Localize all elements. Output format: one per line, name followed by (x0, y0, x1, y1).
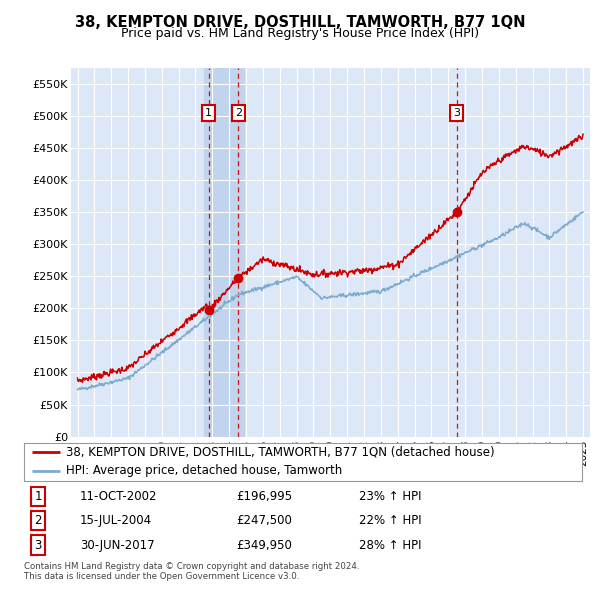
Text: £349,950: £349,950 (236, 539, 292, 552)
Text: 3: 3 (453, 108, 460, 118)
Text: This data is licensed under the Open Government Licence v3.0.: This data is licensed under the Open Gov… (24, 572, 299, 581)
Text: 2: 2 (34, 514, 42, 527)
Text: 28% ↑ HPI: 28% ↑ HPI (359, 539, 421, 552)
Text: 23% ↑ HPI: 23% ↑ HPI (359, 490, 421, 503)
Text: Price paid vs. HM Land Registry's House Price Index (HPI): Price paid vs. HM Land Registry's House … (121, 27, 479, 40)
Text: 22% ↑ HPI: 22% ↑ HPI (359, 514, 421, 527)
Text: £196,995: £196,995 (236, 490, 292, 503)
Text: 38, KEMPTON DRIVE, DOSTHILL, TAMWORTH, B77 1QN (detached house): 38, KEMPTON DRIVE, DOSTHILL, TAMWORTH, B… (66, 446, 494, 459)
Text: 30-JUN-2017: 30-JUN-2017 (80, 539, 154, 552)
Text: 15-JUL-2004: 15-JUL-2004 (80, 514, 152, 527)
Text: HPI: Average price, detached house, Tamworth: HPI: Average price, detached house, Tamw… (66, 464, 342, 477)
Text: 11-OCT-2002: 11-OCT-2002 (80, 490, 157, 503)
Text: £247,500: £247,500 (236, 514, 292, 527)
Text: Contains HM Land Registry data © Crown copyright and database right 2024.: Contains HM Land Registry data © Crown c… (24, 562, 359, 571)
Text: 3: 3 (34, 539, 41, 552)
Text: 1: 1 (34, 490, 42, 503)
Text: 2: 2 (235, 108, 242, 118)
Text: 1: 1 (205, 108, 212, 118)
Text: 38, KEMPTON DRIVE, DOSTHILL, TAMWORTH, B77 1QN: 38, KEMPTON DRIVE, DOSTHILL, TAMWORTH, B… (75, 15, 525, 30)
Bar (204, 68, 244, 437)
